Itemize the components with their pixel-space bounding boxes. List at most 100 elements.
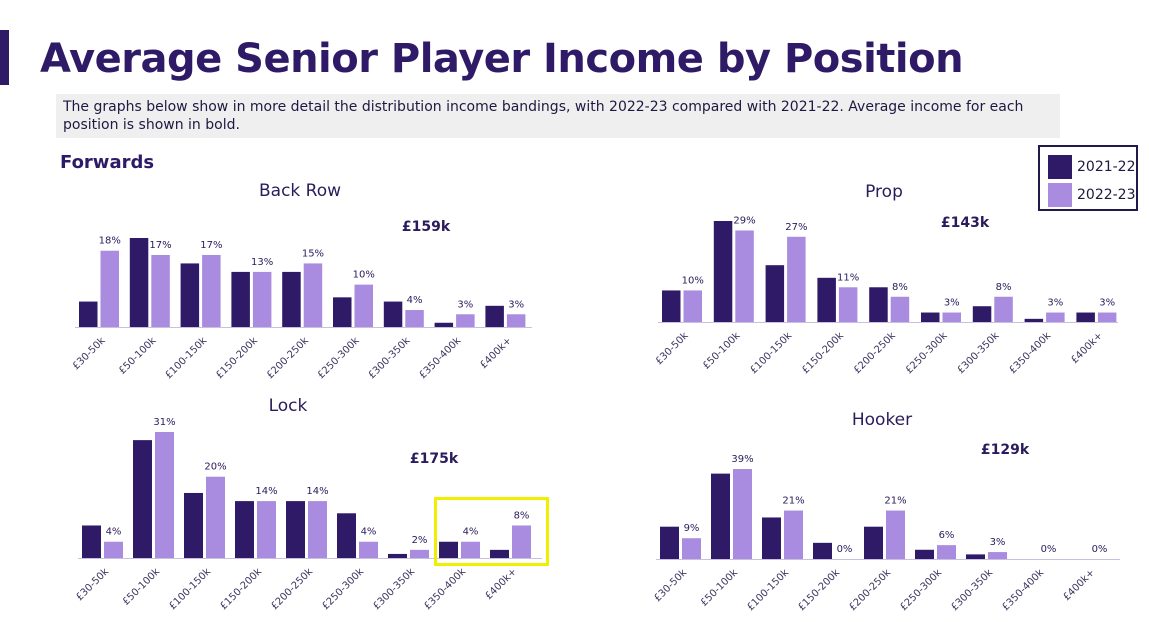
bar-2021-22 [337, 513, 356, 558]
data-label: 4% [407, 295, 423, 306]
data-label: 21% [782, 496, 804, 507]
data-label: 4% [106, 527, 122, 538]
data-label: 4% [361, 527, 377, 538]
chart-prop: Prop £143k 10% £30-50k 29% £50-100k 27% £100-15… [654, 182, 1118, 376]
bar-2021-22 [439, 541, 458, 558]
x-tick-label: £30-50k [652, 567, 689, 604]
x-tick-label: £400k+ [478, 335, 514, 371]
page-description: The graphs below show in more detail the… [56, 94, 1060, 138]
page-title: Average Senior Player Income by Position [40, 36, 964, 82]
bar-2021-22 [1076, 312, 1095, 322]
x-tick-label: £200-250k [269, 566, 315, 612]
bar-2022-23 [303, 263, 323, 327]
x-tick-label: £250-300k [904, 330, 950, 376]
chart-legend: 2021-22 2022-23 [1038, 145, 1138, 211]
data-label: 13% [251, 257, 273, 268]
data-label: 14% [306, 486, 328, 497]
bar-2021-22 [921, 312, 940, 322]
x-tick-label: £50-100k [121, 566, 163, 608]
x-tick-label: £50-100k [699, 567, 741, 609]
x-tick-label: £300-350k [367, 335, 413, 381]
bar-2022-23 [942, 312, 961, 322]
data-label: 0% [1041, 544, 1057, 555]
chart-back-row: Back Row £159k 18% £30-50k 17% £50-100k 17% £10… [71, 181, 532, 381]
x-tick-label: £50-100k [117, 335, 159, 377]
chart-average-label: £143k [941, 215, 990, 231]
chart-hooker: Hooker £129k 9% £30-50k 39% £50-100k 21% £100-1… [652, 410, 1120, 613]
data-label: 17% [200, 240, 222, 251]
data-label: 10% [353, 270, 375, 281]
bar-2021-22 [434, 322, 454, 327]
chart-average-label: £159k [402, 219, 451, 235]
bar-2021-22 [1024, 318, 1044, 322]
data-label: 6% [939, 530, 955, 541]
bar-2021-22 [333, 297, 352, 327]
data-label: 29% [733, 215, 755, 226]
data-label: 20% [204, 462, 226, 473]
data-label: 9% [684, 523, 700, 534]
data-label: 3% [1047, 298, 1063, 309]
data-label: 11% [837, 272, 859, 283]
bar-2021-22 [235, 501, 254, 558]
bar-2022-23 [1097, 312, 1117, 322]
bar-2022-23 [988, 552, 1007, 559]
x-tick-label: £200-250k [265, 335, 311, 381]
bar-2022-23 [257, 501, 276, 558]
bar-2021-22 [383, 301, 403, 327]
data-label: 8% [514, 510, 530, 521]
highlight-box [434, 497, 549, 566]
data-label: 0% [837, 544, 853, 555]
data-label: 39% [731, 454, 753, 465]
data-label: 15% [302, 248, 324, 259]
bar-2021-22 [485, 305, 504, 327]
bar-2021-22 [869, 287, 888, 322]
bar-2022-23 [308, 501, 327, 558]
bar-2022-23 [784, 510, 803, 559]
chart-title: Lock [269, 396, 308, 416]
x-tick-label: £400k+ [1069, 330, 1105, 366]
data-label: 3% [944, 298, 960, 309]
chart-title: Prop [865, 182, 903, 202]
bar-2021-22 [388, 553, 407, 558]
bar-2022-23 [512, 525, 531, 558]
bar-2022-23 [683, 290, 702, 322]
data-label: 3% [508, 299, 524, 310]
bar-2022-23 [890, 296, 910, 322]
bar-2021-22 [813, 542, 832, 559]
legend-label-2021-22: 2021-22 [1077, 159, 1136, 175]
data-label: 27% [785, 222, 807, 233]
legend-item-2021-22: 2021-22 [1048, 155, 1136, 179]
bar-2021-22 [490, 549, 509, 558]
bar-2021-22 [282, 271, 301, 327]
bar-2021-22 [660, 526, 679, 559]
x-tick-label: £350-400k [422, 566, 468, 612]
bar-2022-23 [410, 549, 429, 558]
data-label: 8% [892, 282, 908, 293]
bar-2021-22 [129, 238, 149, 327]
data-label: 2% [412, 535, 428, 546]
bar-2022-23 [787, 236, 806, 322]
data-label: 17% [149, 240, 171, 251]
bar-2022-23 [886, 510, 905, 559]
x-tick-label: £150-200k [796, 567, 842, 613]
bar-2021-22 [231, 271, 250, 327]
bar-2022-23 [735, 230, 754, 322]
bar-2022-23 [252, 271, 272, 327]
bar-2021-22 [817, 277, 836, 322]
bar-2022-23 [206, 476, 225, 558]
bar-2021-22 [79, 301, 98, 327]
x-tick-label: £400k+ [483, 566, 519, 602]
x-tick-label: £200-250k [847, 567, 893, 613]
x-tick-label: £100-150k [163, 335, 209, 381]
bar-2022-23 [100, 250, 119, 327]
title-accent-bar [0, 30, 9, 85]
x-tick-label: £400k+ [1061, 567, 1097, 603]
bar-2021-22 [133, 440, 152, 558]
x-tick-label: £350-400k [417, 335, 463, 381]
bar-2022-23 [151, 254, 170, 327]
bar-2021-22 [966, 554, 985, 559]
x-tick-label: £30-50k [71, 335, 108, 372]
bar-2022-23 [506, 314, 526, 327]
x-tick-label: £350-400k [1007, 330, 1053, 376]
bar-2022-23 [1046, 312, 1065, 322]
